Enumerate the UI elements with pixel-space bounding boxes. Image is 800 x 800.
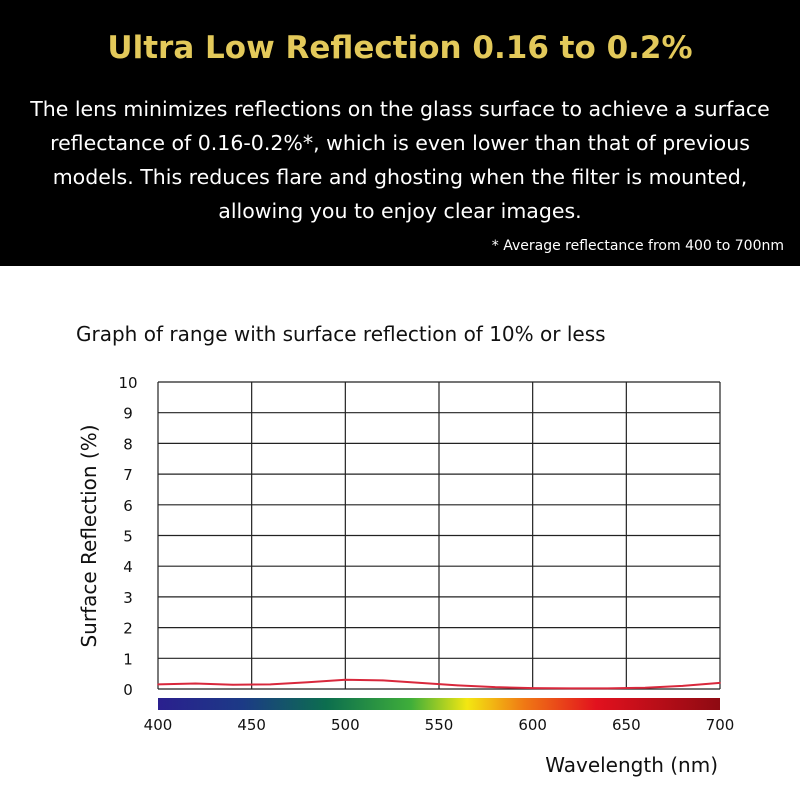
y-tick-label: 3 [123, 589, 133, 607]
data-point [232, 683, 234, 686]
page-title: Ultra Low Reflection 0.16 to 0.2% [107, 30, 693, 66]
data-point [269, 683, 272, 686]
y-tick-label: 0 [123, 681, 133, 699]
y-tick-label: 9 [123, 405, 133, 423]
x-tick-label: 400 [144, 716, 173, 734]
y-tick-label: 2 [123, 620, 133, 638]
data-point [344, 678, 347, 681]
x-tick-label: 450 [237, 716, 266, 734]
data-point [382, 679, 384, 682]
data-point [456, 684, 459, 687]
y-tick-label: 5 [123, 528, 133, 546]
y-tick-label: 4 [123, 558, 133, 576]
data-point [681, 685, 684, 687]
x-tick-label: 500 [331, 716, 360, 734]
x-tick-label: 550 [425, 716, 454, 734]
x-tick-label: 650 [612, 716, 641, 734]
data-point [719, 682, 721, 684]
x-axis-label: Wavelength (nm) [545, 753, 718, 777]
series-line-reflection [157, 678, 721, 690]
x-tick-label: 700 [706, 716, 735, 734]
data-point [307, 681, 309, 684]
data-point [419, 682, 422, 684]
data-point [157, 683, 159, 686]
y-tick-label: 1 [123, 650, 133, 668]
y-axis-label: Surface Reflection (%) [77, 424, 101, 647]
data-point [606, 687, 609, 690]
data-point [494, 686, 497, 688]
y-tick-label: 6 [123, 497, 133, 515]
data-point [531, 687, 534, 689]
spectrum-bar [158, 698, 720, 710]
data-point [644, 686, 646, 689]
description: The lens minimizes reflections on the gl… [30, 97, 770, 223]
y-tick-label: 10 [118, 374, 137, 392]
header-banner: Ultra Low Reflection 0.16 to 0.2% The le… [0, 0, 800, 266]
y-tick-label: 7 [123, 466, 133, 484]
data-point [569, 687, 571, 690]
y-tick-label: 8 [123, 435, 133, 453]
data-point [194, 682, 197, 685]
chart-title: Graph of range with surface reflection o… [76, 322, 606, 346]
footnote: * Average reflectance from 400 to 700nm [491, 238, 784, 254]
x-tick-label: 600 [518, 716, 547, 734]
